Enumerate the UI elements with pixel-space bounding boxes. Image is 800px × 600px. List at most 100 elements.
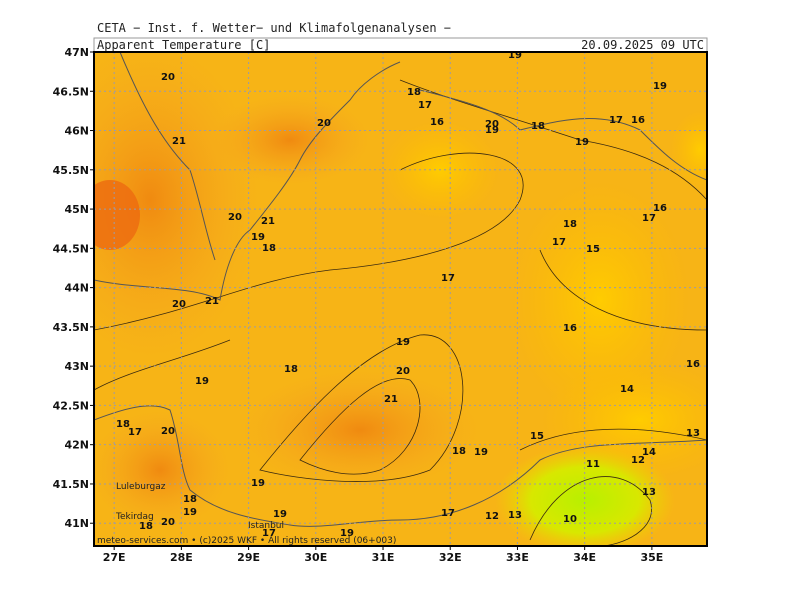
y-tick-label: 43N <box>64 360 89 373</box>
map-frame <box>93 51 708 547</box>
contour-label: 19 <box>474 447 488 458</box>
y-tick-label: 45.5N <box>53 164 89 177</box>
contour-label: 19 <box>251 232 265 243</box>
contour-label: 19 <box>340 528 354 539</box>
contour-label: 17 <box>128 427 142 438</box>
institute-title: CETA − Inst. f. Wetter− und Klimafolgena… <box>97 21 451 35</box>
y-tick-label: 46N <box>64 125 89 138</box>
contour-label: 17 <box>642 213 656 224</box>
place-label: Istanbul <box>248 521 284 531</box>
credit-text: meteo-services.com • (c)2025 WKF • All r… <box>97 536 396 546</box>
x-tick-label: 32E <box>439 551 462 564</box>
cool-area <box>670 110 707 190</box>
contour-line <box>529 476 652 546</box>
parameter-title: Apparent_Temperature_[C] <box>97 38 270 52</box>
contour-label: 19 <box>183 507 197 518</box>
contour-line <box>299 378 421 475</box>
y-tick-label: 44.5N <box>53 242 89 255</box>
contour-label: 19 <box>653 81 667 92</box>
contour-label: 17 <box>441 273 455 284</box>
place-label: Luleburgaz <box>116 482 166 492</box>
contour-label: 18 <box>407 87 421 98</box>
contour-label: 16 <box>430 117 444 128</box>
contour-label: 21 <box>205 296 219 307</box>
contour-label: 17 <box>609 115 623 126</box>
coastline <box>94 405 707 527</box>
contour-label: 16 <box>653 203 667 214</box>
contour-label: 18 <box>139 521 153 532</box>
warm-area <box>240 370 480 490</box>
contour-label: 20 <box>228 212 242 223</box>
y-tick-label: 41.5N <box>53 478 89 491</box>
contour-label: 17 <box>418 100 432 111</box>
contour-label: 20 <box>485 119 499 130</box>
map-field <box>94 52 707 546</box>
y-tick-label: 43.5N <box>53 321 89 334</box>
coastline <box>94 61 401 301</box>
contour-label: 18 <box>116 419 130 430</box>
contour-label: 18 <box>262 243 276 254</box>
grid <box>94 52 707 546</box>
contour-label: 17 <box>552 237 566 248</box>
x-tick-label: 28E <box>170 551 193 564</box>
y-tick-label: 47N <box>64 46 89 59</box>
x-tick-label: 29E <box>237 551 260 564</box>
overlay: 27E 28E 29E 30E 31E 32E 33E 34E 35E 41N 41.5N 42N 42… <box>53 46 707 564</box>
y-tick-label: 42N <box>64 439 89 452</box>
coastline <box>419 89 707 181</box>
contour-label: 12 <box>485 511 499 522</box>
contour-label: 21 <box>172 136 186 147</box>
contour-line <box>94 339 231 391</box>
contour-line <box>94 152 524 331</box>
contour-line <box>259 334 464 482</box>
contour-label: 15 <box>586 244 600 255</box>
contour-label: 11 <box>586 459 600 470</box>
valid-time: 20.09.2025 09 UTC <box>581 38 704 52</box>
x-tick-label: 34E <box>573 551 596 564</box>
contour-label: 19 <box>508 50 522 61</box>
y-tick-label: 41N <box>64 517 89 530</box>
y-tick-label: 46.5N <box>53 85 89 98</box>
contour-label: 21 <box>384 394 398 405</box>
contour-label: 21 <box>261 216 275 227</box>
contour-label: 13 <box>642 487 656 498</box>
contour-label: 19 <box>575 137 589 148</box>
x-tick-label: 31E <box>372 551 395 564</box>
contour-label: 19 <box>273 509 287 520</box>
x-tick-label: 33E <box>506 551 529 564</box>
contour-label: 13 <box>686 428 700 439</box>
contour-line <box>539 249 707 331</box>
contour-label: 18 <box>284 364 298 375</box>
contour-label: 15 <box>530 431 544 442</box>
contour-line <box>519 428 707 451</box>
contour-label: 14 <box>620 384 634 395</box>
contour-label: 17 <box>441 508 455 519</box>
contour-label: 18 <box>531 121 545 132</box>
x-tick-label: 35E <box>640 551 663 564</box>
contour-label: 20 <box>161 517 175 528</box>
y-tick-label: 45N <box>64 203 89 216</box>
contour-label: 19 <box>396 337 410 348</box>
contour-label: 18 <box>452 446 466 457</box>
contour-label: 16 <box>631 115 645 126</box>
x-tick-label: 27E <box>103 551 126 564</box>
contour-label: 20 <box>172 299 186 310</box>
warm-core <box>94 180 140 250</box>
contour-label: 19 <box>251 478 265 489</box>
contour-label: 10 <box>563 514 577 525</box>
cool-area <box>510 180 690 420</box>
y-tick-label: 44N <box>64 282 89 295</box>
contour-label: 17 <box>262 528 276 539</box>
x-tick-label: 30E <box>304 551 327 564</box>
warm-area <box>210 95 370 185</box>
contour-label: 12 <box>631 455 645 466</box>
contour-label: 18 <box>183 494 197 505</box>
contour-label: 18 <box>563 219 577 230</box>
contour-label: 20 <box>161 426 175 437</box>
contour-label: 13 <box>508 510 522 521</box>
contour-label: 19 <box>485 125 499 136</box>
contour-label: 20 <box>317 118 331 129</box>
contour-label: 16 <box>686 359 700 370</box>
warm-area <box>94 410 230 530</box>
contour-label: 14 <box>642 447 656 458</box>
